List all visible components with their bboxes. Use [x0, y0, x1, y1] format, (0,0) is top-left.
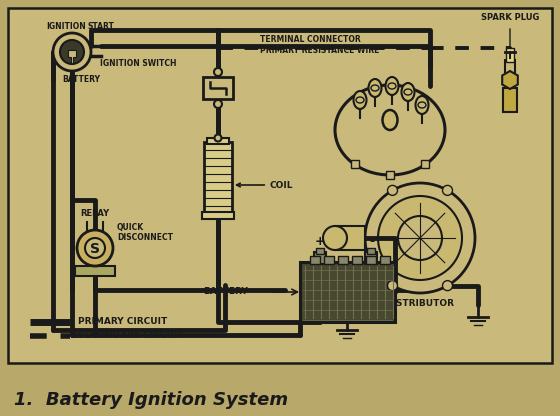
Circle shape: [388, 281, 398, 291]
Bar: [365, 252, 377, 264]
Bar: [314, 252, 326, 264]
Text: BATTERY: BATTERY: [203, 287, 248, 297]
Bar: [352, 256, 362, 264]
Bar: [8, 8, 552, 363]
Text: 1.  Battery Ignition System: 1. Battery Ignition System: [14, 391, 288, 409]
Polygon shape: [68, 50, 76, 63]
Ellipse shape: [368, 79, 381, 97]
Circle shape: [53, 33, 91, 71]
Bar: [386, 171, 394, 179]
Text: -: -: [370, 235, 375, 248]
Text: IGNITION SWITCH: IGNITION SWITCH: [100, 59, 176, 68]
Text: S: S: [90, 242, 100, 256]
Text: COIL: COIL: [237, 181, 293, 190]
Ellipse shape: [356, 97, 364, 103]
Bar: [207, 138, 229, 144]
Bar: [366, 256, 376, 264]
Bar: [202, 212, 234, 219]
Text: PRIMARY RESISTANCE WIRE: PRIMARY RESISTANCE WIRE: [260, 46, 379, 55]
Ellipse shape: [371, 85, 379, 91]
Text: PRIMARY CIRCUIT: PRIMARY CIRCUIT: [78, 317, 167, 327]
Text: BATTERY: BATTERY: [62, 75, 100, 84]
Circle shape: [60, 40, 84, 64]
Text: IGNITION: IGNITION: [46, 22, 86, 31]
Bar: [380, 256, 390, 264]
Text: START: START: [88, 22, 115, 31]
Text: RELAY: RELAY: [81, 209, 110, 218]
Text: DISTRIBUTOR: DISTRIBUTOR: [385, 299, 455, 308]
Circle shape: [378, 196, 462, 280]
Bar: [300, 262, 395, 322]
Circle shape: [365, 183, 475, 293]
Bar: [338, 256, 348, 264]
Circle shape: [214, 68, 222, 76]
Ellipse shape: [416, 96, 428, 114]
Circle shape: [398, 216, 442, 260]
Circle shape: [388, 186, 398, 196]
Bar: [503, 88, 517, 112]
Text: TERMINAL CONNECTOR: TERMINAL CONNECTOR: [260, 35, 361, 44]
Bar: [335, 226, 365, 250]
Bar: [203, 77, 233, 99]
Ellipse shape: [418, 102, 426, 108]
Ellipse shape: [404, 89, 412, 95]
Circle shape: [77, 230, 113, 266]
Text: SECONDARY CIRCUIT: SECONDARY CIRCUIT: [78, 332, 184, 341]
Ellipse shape: [382, 110, 398, 130]
Circle shape: [214, 100, 222, 108]
Ellipse shape: [402, 83, 414, 101]
Bar: [324, 256, 334, 264]
Bar: [367, 248, 375, 254]
Text: SPARK PLUG: SPARK PLUG: [481, 13, 539, 22]
Circle shape: [442, 186, 452, 196]
Ellipse shape: [335, 85, 445, 175]
Bar: [421, 161, 430, 168]
Circle shape: [214, 134, 222, 141]
Bar: [506, 48, 514, 62]
Circle shape: [323, 226, 347, 250]
Ellipse shape: [388, 83, 396, 89]
Bar: [351, 161, 358, 168]
Bar: [204, 142, 232, 214]
Bar: [310, 256, 320, 264]
Ellipse shape: [353, 91, 366, 109]
Text: +: +: [315, 235, 325, 248]
Bar: [75, 266, 115, 276]
Circle shape: [442, 281, 452, 291]
Polygon shape: [502, 71, 518, 89]
Text: QUICK
DISCONNECT: QUICK DISCONNECT: [117, 223, 173, 242]
Ellipse shape: [385, 77, 399, 95]
Bar: [316, 248, 324, 254]
Circle shape: [85, 238, 105, 258]
Bar: [505, 60, 515, 82]
